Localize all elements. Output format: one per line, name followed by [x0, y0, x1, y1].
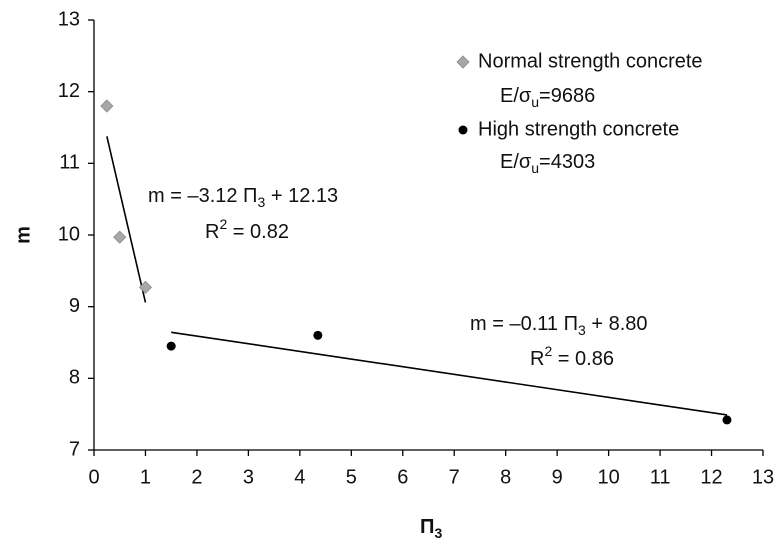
y-tick-label: 9 [69, 295, 80, 317]
annotation-script: 2 [219, 216, 227, 232]
y-axis-label: m [12, 226, 34, 244]
legend-marker [456, 55, 470, 69]
x-axis-label-script: 3 [434, 525, 442, 541]
annotation-part: R [205, 221, 219, 243]
legend-note-part: =9686 [539, 85, 595, 107]
legend-note-script: u [531, 94, 539, 110]
y-tick-label: 12 [58, 80, 80, 102]
point [313, 330, 323, 340]
annotation: m = –3.12 Π3 + 12.13 [148, 185, 338, 209]
point [166, 341, 176, 351]
annotation-part: = 0.86 [552, 348, 614, 370]
legend-note: E/σu=9686 [500, 85, 595, 109]
annotation-part: R [530, 348, 544, 370]
annotation-part: + 12.13 [265, 185, 338, 207]
annotation: m = –0.11 Π3 + 8.80 [470, 313, 648, 337]
y-tick-label: 11 [59, 152, 80, 174]
legend-note-script: u [531, 160, 539, 176]
trend-line [106, 136, 147, 303]
x-tick-label: 9 [552, 466, 563, 488]
x-tick-label: 0 [88, 466, 99, 488]
x-tick-label: 2 [191, 466, 202, 488]
x-axis-label-part: Π [420, 516, 434, 538]
annotation-script: 3 [578, 322, 586, 338]
annotation-script: 2 [544, 343, 552, 359]
point [722, 415, 732, 425]
x-tick-label: 8 [500, 466, 511, 488]
legend-marker [458, 125, 468, 135]
x-tick-label: 13 [752, 466, 774, 488]
x-axis-label: Π3 [420, 516, 442, 540]
annotation-part: + 8.80 [586, 313, 648, 335]
trend-line [171, 331, 728, 416]
legend-note-part: E/σ [500, 151, 532, 173]
y-tick-label: 10 [58, 223, 80, 245]
legend-note-part: =4303 [539, 151, 595, 173]
x-tick-label: 11 [650, 466, 671, 488]
x-tick-label: 12 [700, 466, 722, 488]
point [138, 280, 153, 294]
legend-note-part: E/σ [500, 85, 532, 107]
annotation-part: = 0.82 [227, 221, 289, 243]
x-tick-label: 5 [346, 466, 357, 488]
legend-label: Normal strength concrete [478, 50, 703, 72]
annotation-script: 3 [258, 194, 266, 210]
x-tick-label: 4 [294, 466, 305, 488]
annotation-part: m = –0.11 Π [470, 313, 578, 335]
x-tick-label: 7 [449, 466, 460, 488]
x-tick-label: 6 [397, 466, 408, 488]
x-tick-label: 3 [243, 466, 254, 488]
y-tick-label: 8 [69, 367, 80, 389]
point [113, 230, 127, 244]
legend-note: E/σu=4303 [500, 151, 595, 175]
x-tick-label: 1 [140, 466, 151, 488]
point [100, 99, 114, 113]
x-tick-label: 10 [597, 466, 619, 488]
annotation: R2 = 0.86 [530, 343, 614, 371]
legend-label: High strength concrete [478, 118, 679, 140]
y-tick-label: 13 [58, 8, 80, 30]
y-tick-label: 7 [69, 438, 80, 460]
annotation-part: m = –3.12 Π [148, 185, 258, 207]
annotation: R2 = 0.82 [205, 216, 289, 244]
